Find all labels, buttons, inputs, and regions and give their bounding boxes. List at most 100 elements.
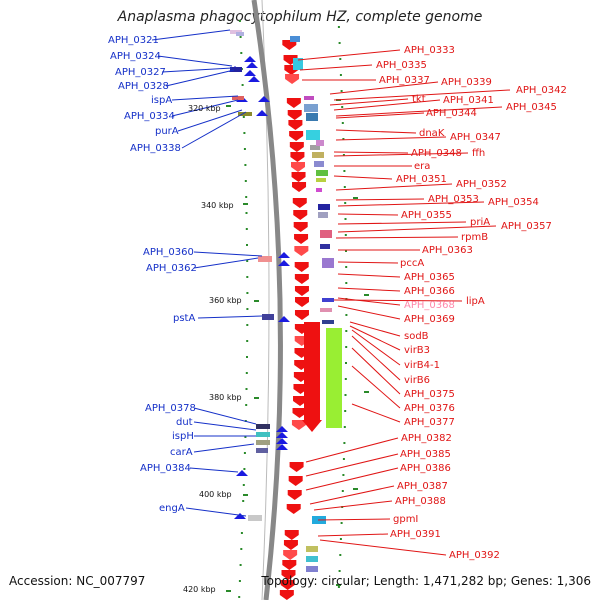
- leader-line-left: [177, 109, 243, 132]
- tick-mark: [226, 590, 231, 592]
- gene-feature-box: [314, 161, 324, 167]
- leader-line-right: [351, 329, 401, 366]
- gene-feature-box: [304, 104, 318, 112]
- leader-line-right: [335, 112, 425, 119]
- tick-dot: [345, 266, 348, 268]
- gene-feature-box: [306, 130, 320, 140]
- tick-dot: [342, 138, 345, 140]
- gene-feature-box: [316, 140, 324, 146]
- gene-feature-box: [232, 96, 244, 100]
- leader-line-right: [313, 500, 393, 511]
- gene-feature-box: [230, 67, 242, 72]
- gene-label-right: APH_0337: [379, 75, 430, 86]
- leader-line-left: [165, 69, 235, 87]
- tick-dot: [245, 196, 248, 198]
- leader-line-right: [335, 129, 417, 134]
- tick-mark: [254, 300, 259, 302]
- gene-arrow-forward: [292, 198, 307, 208]
- gene-label-right: era: [414, 161, 430, 172]
- leader-line-right: [335, 106, 503, 117]
- accession-text: Accession: NC_007797: [9, 574, 146, 588]
- gene-feature-box: [306, 113, 318, 121]
- gene-label-right: APH_0335: [376, 60, 427, 71]
- gene-label-right: APH_0376: [404, 403, 455, 414]
- leader-line-right: [351, 335, 401, 381]
- gene-label-left: APH_0324: [110, 51, 161, 62]
- genome-title: Anaplasma phagocytophilum HZ, complete g…: [117, 9, 483, 25]
- gene-label-right: gpmI: [393, 514, 418, 525]
- gene-arrow-reverse: [248, 76, 260, 82]
- gene-feature-box: [238, 112, 252, 116]
- gene-feature-box: [293, 58, 303, 70]
- tick-dot: [245, 372, 248, 374]
- tick-dot: [337, 26, 340, 28]
- gene-arrow-forward: [294, 286, 309, 296]
- tick-label-360: 360 kbp: [209, 296, 242, 305]
- leader-line-left: [151, 29, 231, 41]
- gene-arrow-forward: [285, 74, 300, 84]
- tick-dot: [238, 596, 241, 598]
- leader-line-right: [335, 183, 453, 191]
- gene-label-right: rpmB: [461, 232, 488, 243]
- tick-dot: [343, 186, 346, 188]
- gene-label-right: pccA: [400, 258, 424, 269]
- leader-line-left: [171, 95, 239, 101]
- tick-dot: [344, 218, 347, 220]
- gene-feature-box: [248, 515, 262, 521]
- gene-arrow-forward: [283, 540, 298, 550]
- leader-line-right: [329, 81, 439, 95]
- gene-label-right: APH_0354: [488, 197, 539, 208]
- leader-line-left: [193, 443, 255, 453]
- tick-dot: [338, 570, 341, 572]
- tick-dot: [339, 74, 342, 76]
- tick-dot: [345, 250, 347, 252]
- gene-feature-box: [320, 244, 330, 249]
- tick-dot: [243, 132, 246, 134]
- gene-arrow-reverse: [244, 70, 256, 76]
- leader-line-right: [337, 213, 399, 216]
- tick-mark: [243, 494, 248, 496]
- gene-arrow-forward: [289, 131, 304, 141]
- gene-feature-box: [318, 204, 330, 210]
- leader-line-right: [329, 98, 409, 106]
- gene-feature-box: [322, 298, 334, 302]
- gene-label-right: APH_0344: [426, 108, 477, 119]
- gene-label-right: APH_0369: [404, 314, 455, 325]
- tick-dot: [240, 548, 243, 550]
- tick-dot: [345, 362, 347, 364]
- gene-feature-box: [256, 440, 270, 445]
- gene-feature-box: [306, 546, 318, 552]
- leader-line-right: [351, 347, 401, 395]
- tick-dot: [246, 260, 249, 262]
- leader-line-left: [185, 507, 247, 517]
- gene-label-left: APH_0338: [130, 143, 181, 154]
- leader-line-right: [297, 49, 401, 61]
- gene-features: [229, 30, 342, 600]
- tick-label-320: 320 kbp: [188, 104, 221, 113]
- genome-summary-text: Topology: circular; Length: 1,471,282 bp…: [261, 574, 591, 588]
- leader-line-left: [193, 421, 257, 431]
- gene-label-left: carA: [170, 447, 193, 458]
- gene-feature-box: [318, 212, 328, 218]
- tick-dot: [345, 314, 348, 316]
- gene-label-left: APH_0328: [118, 81, 169, 92]
- gene-feature-box: [258, 256, 272, 262]
- tick-dot: [239, 564, 242, 566]
- gene-label-right: dnaK: [419, 128, 445, 139]
- gene-label-right: APH_0333: [404, 45, 455, 56]
- tick-dot: [244, 180, 247, 182]
- leader-line-right: [333, 299, 463, 302]
- leader-line-right: [305, 453, 399, 477]
- leader-line-right: [335, 236, 459, 239]
- gene-label-right: virB6: [404, 375, 430, 386]
- gene-arrow-forward: [294, 262, 309, 272]
- tick-dot: [246, 324, 249, 326]
- gene-arrow-reverse: [244, 56, 256, 62]
- gene-feature-box: [290, 36, 300, 42]
- leader-line-left: [157, 55, 233, 67]
- leader-line-right: [349, 321, 401, 337]
- gene-arrow-forward: [281, 570, 296, 580]
- gene-feature-box: [326, 328, 342, 428]
- tick-dot: [242, 116, 245, 118]
